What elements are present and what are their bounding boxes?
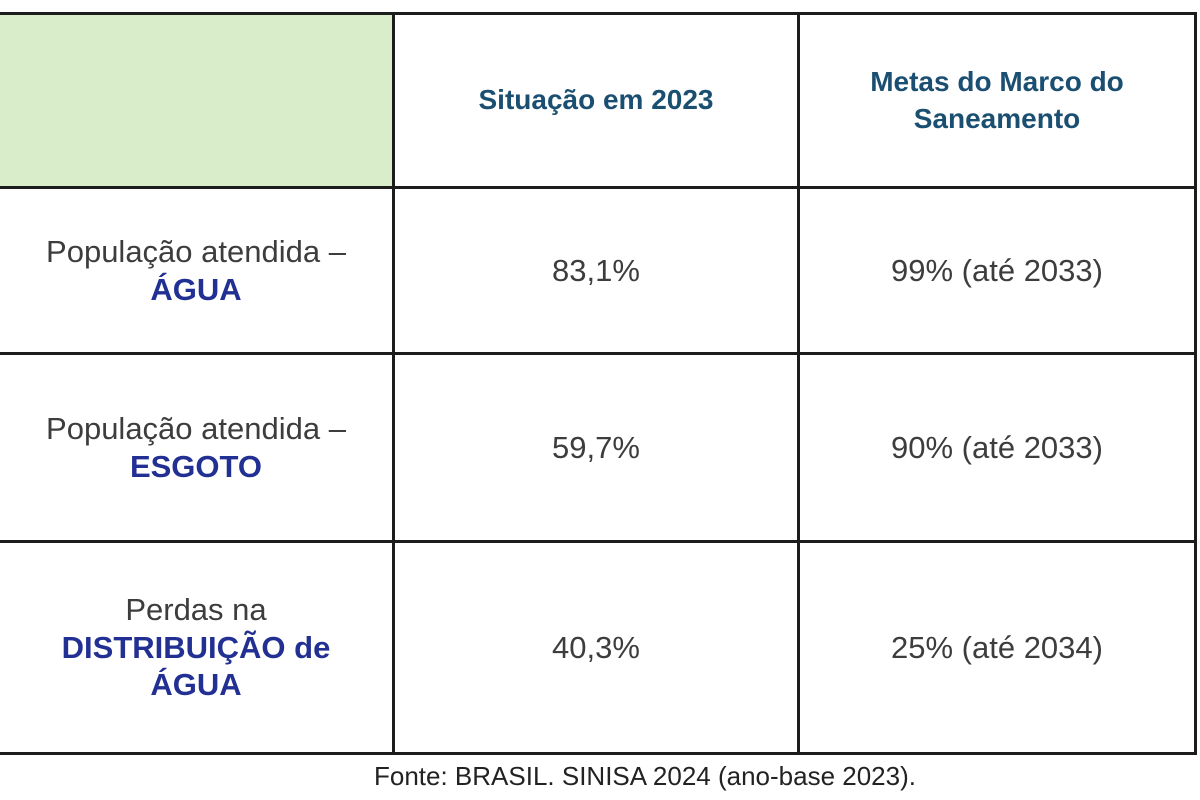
row-agua-label-bold: ÁGUA <box>150 271 242 307</box>
row-perdas-meta-value: 25% (até 2034) <box>891 629 1103 665</box>
row-perdas-situacao-value: 40,3% <box>552 629 640 665</box>
row-esgoto-label-cell: População atendida – ESGOTO <box>0 355 395 543</box>
row-agua-label-cell: População atendida – ÁGUA <box>0 189 395 355</box>
saneamento-table: Situação em 2023 Metas do Marco do Sanea… <box>0 12 1197 755</box>
header-situacao-label: Situação em 2023 <box>478 84 714 116</box>
row-agua-meta-cell: 99% (até 2033) <box>800 189 1197 355</box>
row-esgoto-situacao-value: 59,7% <box>552 429 640 465</box>
row-perdas-label-top: Perdas na <box>125 591 267 627</box>
row-agua-label-top: População atendida – <box>46 233 346 269</box>
row-agua-situacao-value: 83,1% <box>552 252 640 288</box>
header-metas-label: Metas do Marco do Saneamento <box>870 66 1124 134</box>
row-esgoto-meta-value: 90% (até 2033) <box>891 429 1103 465</box>
row-perdas-meta-cell: 25% (até 2034) <box>800 543 1197 755</box>
source-citation: Fonte: BRASIL. SINISA 2024 (ano-base 202… <box>374 760 916 791</box>
row-esgoto-label-top: População atendida – <box>46 410 346 446</box>
row-esgoto-label-bold: ESGOTO <box>129 448 263 484</box>
row-agua-meta-value: 99% (até 2033) <box>891 252 1103 288</box>
row-perdas-situacao-cell: 40,3% <box>395 543 800 755</box>
row-perdas-label-cell: Perdas na DISTRIBUIÇÃO de ÁGUA <box>0 543 395 755</box>
header-metas-cell: Metas do Marco do Saneamento <box>800 15 1197 189</box>
row-agua-situacao-cell: 83,1% <box>395 189 800 355</box>
header-situacao-cell: Situação em 2023 <box>395 15 800 189</box>
row-perdas-label-bold: DISTRIBUIÇÃO de ÁGUA <box>61 629 331 703</box>
row-esgoto-meta-cell: 90% (até 2033) <box>800 355 1197 543</box>
row-esgoto-situacao-cell: 59,7% <box>395 355 800 543</box>
header-corner-cell <box>0 15 395 189</box>
